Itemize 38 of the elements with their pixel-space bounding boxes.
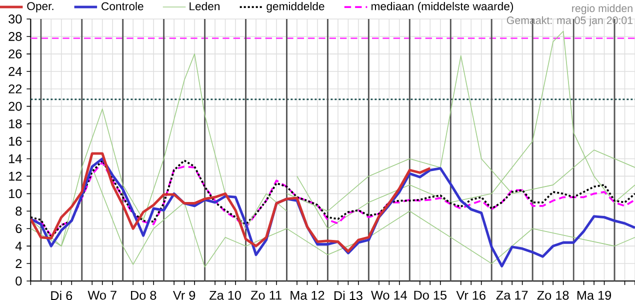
legend-label: Leden — [190, 2, 220, 10]
y-tick-label: 0 — [16, 276, 22, 286]
y-tick-label: 8 — [16, 206, 22, 216]
legend-label: Oper. — [27, 2, 54, 12]
x-tick-label: Do 15 — [414, 290, 447, 300]
y-tick-label: 10 — [9, 189, 22, 198]
y-tick-label: 20 — [8, 102, 22, 111]
y-tick-label: 30 — [8, 14, 22, 24]
y-tick-label: 4 — [15, 242, 22, 250]
x-tick-label: Vr 16 — [456, 290, 486, 300]
y-tick-label: 12 — [9, 172, 22, 181]
y-tick-label: 2 — [16, 259, 22, 268]
y-tick-label: 22 — [8, 84, 22, 94]
x-tick-label: Do 8 — [131, 290, 156, 300]
legend-label: Controle — [102, 2, 144, 10]
x-tick-label: Ma 19 — [577, 290, 612, 300]
x-tick-label: Vr 9 — [172, 290, 196, 300]
y-tick-label: 14 — [9, 154, 22, 164]
y-tick-label: 28 — [8, 32, 22, 41]
x-tick-label: Wo 14 — [371, 290, 407, 300]
x-tick-label: Za 17 — [496, 290, 528, 300]
x-tick-label: Ma 12 — [290, 290, 324, 300]
y-tick-label: 16 — [9, 136, 22, 146]
x-tick-label: Za 10 — [209, 290, 241, 300]
line-series — [30, 152, 432, 253]
text: regio midden — [572, 4, 632, 14]
x-tick-label: Zo 11 — [250, 290, 282, 300]
y-tick-label: 24 — [8, 66, 22, 76]
y-tick-label: 26 — [8, 49, 22, 58]
x-tick-label: Di 13 — [334, 290, 362, 300]
y-tick-label: 6 — [16, 224, 22, 234]
x-tick-label: Di 6 — [51, 290, 72, 300]
legend-label: gemiddelde — [266, 2, 324, 13]
y-tick-label: 18 — [9, 119, 22, 128]
legend-label: mediaan (middelste waarde) — [372, 2, 514, 13]
x-tick-label: Wo 7 — [88, 290, 116, 300]
annotation: Gemaakt: ma 05 jan 20:01 — [506, 16, 633, 26]
x-tick-label: Zo 18 — [537, 290, 569, 300]
